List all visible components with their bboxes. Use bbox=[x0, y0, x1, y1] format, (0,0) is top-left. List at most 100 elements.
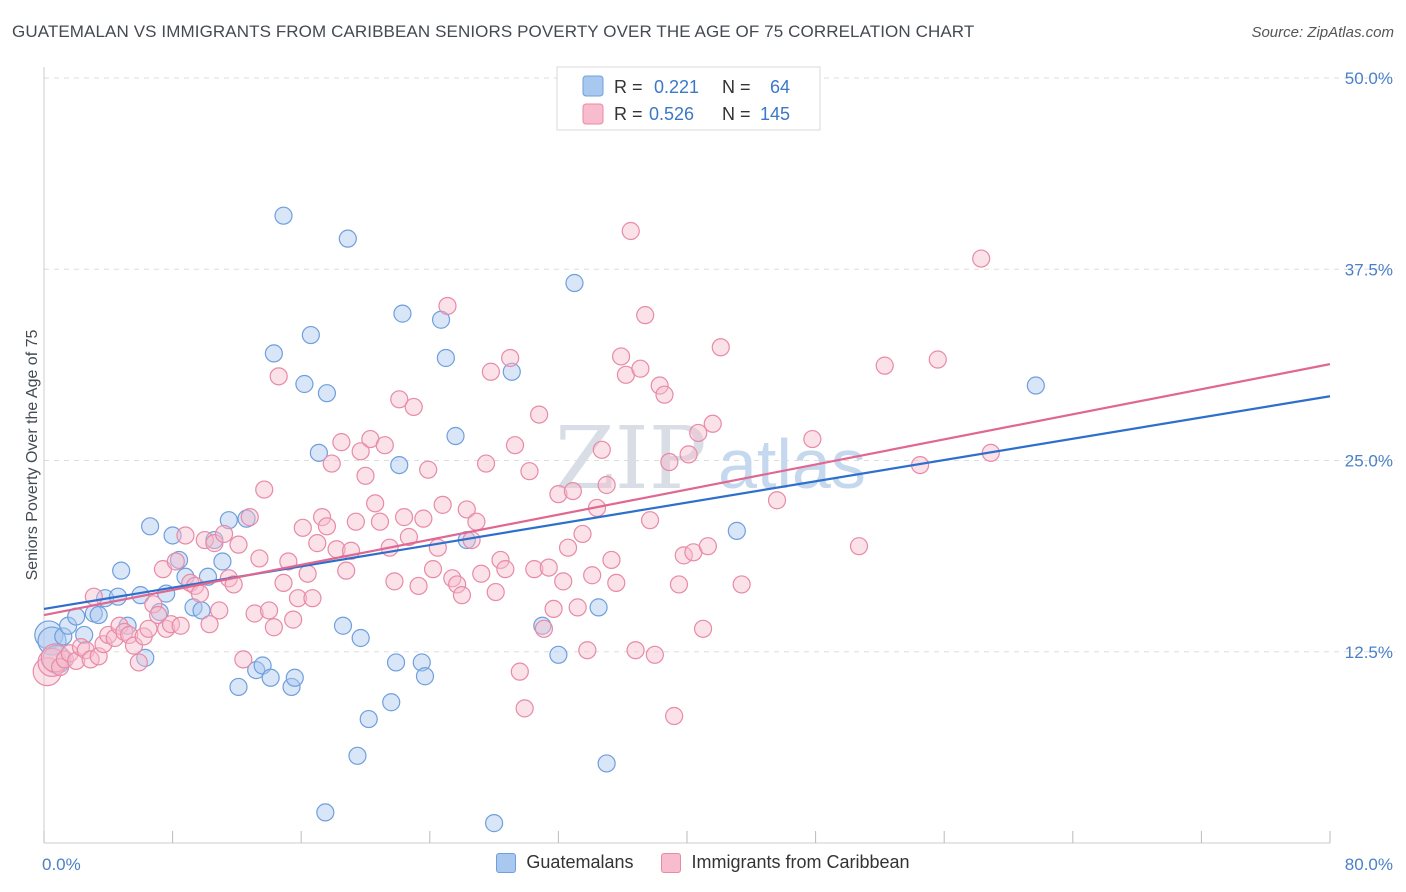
legend-n-label-1: N = bbox=[722, 77, 751, 97]
caribbean-point bbox=[210, 601, 229, 620]
caribbean-point bbox=[166, 552, 185, 571]
caribbean-point bbox=[467, 512, 486, 531]
caribbean-point bbox=[472, 564, 491, 583]
caribbean-point bbox=[602, 550, 621, 570]
caribbean-point bbox=[665, 706, 684, 726]
caribbean-point bbox=[549, 485, 568, 504]
caribbean-point bbox=[732, 575, 751, 594]
trend-layer bbox=[43, 363, 1331, 617]
caribbean-point bbox=[443, 569, 462, 588]
caribbean-point bbox=[486, 582, 505, 602]
guatemalan-point bbox=[549, 645, 568, 664]
caribbean-point bbox=[558, 538, 578, 557]
caribbean-point bbox=[322, 454, 341, 473]
caribbean-point bbox=[563, 482, 582, 501]
caribbean-point bbox=[698, 537, 717, 556]
guatemalan-point bbox=[436, 348, 455, 368]
caribbean-point bbox=[510, 662, 529, 681]
guatemalan-point bbox=[727, 521, 746, 540]
y-tick-label: 12.5% bbox=[1345, 643, 1393, 662]
guatemalan-point bbox=[264, 344, 283, 363]
caribbean-point bbox=[607, 573, 626, 593]
caribbean-point bbox=[583, 566, 602, 585]
caribbean-point bbox=[293, 518, 312, 537]
guatemalan-point bbox=[382, 693, 401, 712]
caribbean-point bbox=[636, 306, 655, 325]
caribbean-point bbox=[505, 436, 525, 455]
caribbean-point bbox=[679, 445, 698, 464]
guatemalan-point bbox=[1026, 376, 1045, 395]
caribbean-point bbox=[476, 454, 496, 473]
guatemalan-point bbox=[333, 616, 353, 635]
caribbean-point bbox=[124, 636, 144, 655]
top-legend: R = 0.221 N = 64 R = 0.526 N = 145 bbox=[556, 66, 821, 131]
caribbean-point bbox=[767, 491, 787, 510]
caribbean-point bbox=[501, 348, 520, 368]
bottom-legend-swatch-pink bbox=[661, 852, 682, 873]
legend-r-label-2: R = bbox=[614, 104, 643, 124]
guatemalan-point bbox=[386, 653, 406, 672]
caribbean-point bbox=[312, 508, 332, 527]
caribbean-point bbox=[264, 618, 283, 637]
caribbean-point bbox=[573, 524, 592, 544]
guatemalan-point bbox=[316, 803, 335, 822]
caribbean-point bbox=[71, 638, 91, 657]
caribbean-point bbox=[660, 452, 679, 472]
caribbean-point bbox=[515, 699, 534, 718]
legend-n-label-2: N = bbox=[722, 104, 751, 124]
legend-r-value-2: 0.526 bbox=[649, 104, 694, 124]
caribbean-point bbox=[284, 610, 303, 629]
caribbean-point bbox=[94, 634, 113, 654]
guatemalan-point bbox=[285, 668, 304, 687]
guatemalan-point bbox=[136, 648, 155, 667]
caribbean-point bbox=[245, 604, 264, 623]
guatemalan-point bbox=[163, 526, 182, 545]
caribbean-point bbox=[423, 560, 443, 579]
caribbean-point bbox=[332, 433, 351, 452]
points-layer bbox=[32, 206, 1045, 833]
source-credit: Source: ZipAtlas.com bbox=[1251, 24, 1394, 41]
y-tick-label: 37.5% bbox=[1345, 260, 1393, 279]
legend-swatch-pink bbox=[582, 103, 604, 125]
caribbean-point bbox=[491, 550, 510, 570]
caribbean-point bbox=[611, 347, 631, 366]
caribbean-point bbox=[250, 549, 269, 568]
caribbean-point bbox=[385, 572, 404, 591]
caribbean-point bbox=[875, 356, 894, 375]
caribbean-point bbox=[390, 390, 409, 409]
caribbean-point bbox=[351, 442, 370, 461]
guatemalan-point bbox=[446, 426, 465, 446]
caribbean-point bbox=[317, 517, 337, 536]
caribbean-point bbox=[544, 599, 563, 619]
guatemalan-point bbox=[338, 229, 357, 248]
caribbean-point bbox=[190, 584, 210, 603]
caribbean-point bbox=[578, 641, 597, 660]
axis-layer: 12.5% 25.0% 37.5% 50.0% bbox=[43, 67, 1393, 844]
caribbean-point bbox=[554, 572, 573, 591]
caribbean-point bbox=[640, 511, 660, 530]
caribbean-point bbox=[703, 414, 722, 433]
guatemalan-point bbox=[261, 668, 280, 687]
caribbean-point bbox=[229, 535, 248, 554]
caribbean-point bbox=[366, 494, 385, 513]
caribbean-point bbox=[404, 397, 423, 417]
guatemalan-point bbox=[348, 746, 367, 765]
caribbean-point bbox=[269, 367, 288, 386]
guatemalan-point bbox=[54, 627, 73, 646]
caribbean-point bbox=[337, 561, 356, 580]
guatemalan-point bbox=[295, 374, 314, 394]
caribbean-point bbox=[689, 423, 708, 443]
guatemalan-point bbox=[502, 362, 521, 381]
trend-line-caribbean bbox=[43, 363, 1331, 617]
guatemalan-point bbox=[219, 511, 238, 530]
legend-swatch-blue bbox=[582, 75, 604, 97]
grid-layer bbox=[44, 77, 1395, 653]
bottom-legend-label-caribbean: Immigrants from Caribbean bbox=[691, 852, 910, 872]
caribbean-point bbox=[530, 405, 549, 424]
guatemalan-point bbox=[485, 814, 504, 833]
caribbean-point bbox=[496, 560, 515, 579]
caribbean-point bbox=[139, 619, 158, 638]
caribbean-point bbox=[110, 616, 129, 635]
caribbean-point bbox=[399, 527, 419, 547]
